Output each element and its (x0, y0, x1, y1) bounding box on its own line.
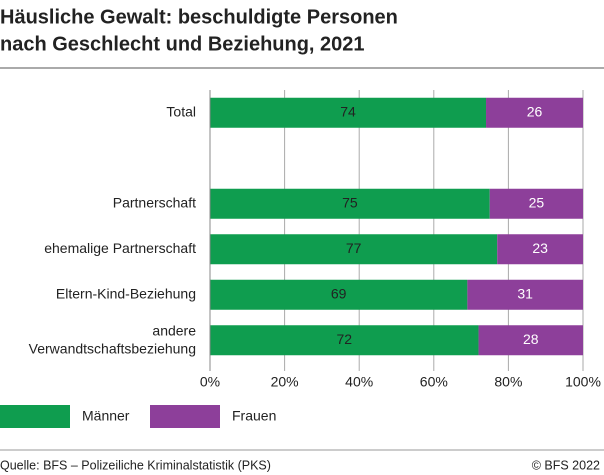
legend-swatch (0, 405, 70, 428)
x-tick-label: 100% (565, 374, 601, 390)
y-tick-label: Total (166, 103, 196, 119)
bar-segment (478, 325, 583, 356)
value-label: 75 (342, 194, 358, 210)
chart-title: Häusliche Gewalt: beschuldigte Personen (0, 6, 398, 28)
value-label: 77 (346, 240, 362, 256)
source: Quelle: BFS – Polizeiliche Kriminalstati… (0, 458, 271, 472)
bar-segment (489, 188, 583, 219)
value-label: 26 (527, 103, 543, 119)
y-tick-label: ehemalige Partnerschaft (44, 240, 196, 256)
x-tick-label: 0% (200, 374, 220, 390)
bar-segment (210, 97, 487, 128)
bar-segment (210, 234, 498, 265)
bar-segment (210, 325, 479, 356)
value-label: 28 (523, 331, 539, 347)
x-tick-label: 40% (345, 374, 373, 390)
y-tick-label: Partnerschaft (113, 194, 196, 210)
legend-label: Frauen (232, 408, 276, 424)
y-tick-label: andere Verwandtschaftsbeziehung (29, 322, 197, 356)
value-label: 69 (331, 285, 347, 301)
chart-subtitle: nach Geschlecht und Beziehung, 2021 (0, 33, 365, 55)
bar-segment (497, 234, 583, 265)
legend-swatch (150, 405, 220, 428)
legend-label: Männer (82, 408, 130, 424)
bar-segment (210, 279, 468, 310)
x-tick-label: 80% (494, 374, 522, 390)
bar-segment (486, 97, 583, 128)
x-tick-label: 20% (271, 374, 299, 390)
bar-segment (467, 279, 583, 310)
value-label: 23 (532, 240, 548, 256)
value-label: 31 (517, 285, 533, 301)
copyright: © BFS 2022 (532, 458, 600, 472)
y-tick-label: Eltern-Kind-Beziehung (56, 285, 196, 301)
bar-segment (210, 188, 490, 219)
x-tick-label: 60% (420, 374, 448, 390)
value-label: 72 (336, 331, 352, 347)
value-label: 74 (340, 103, 356, 119)
value-label: 25 (529, 194, 545, 210)
